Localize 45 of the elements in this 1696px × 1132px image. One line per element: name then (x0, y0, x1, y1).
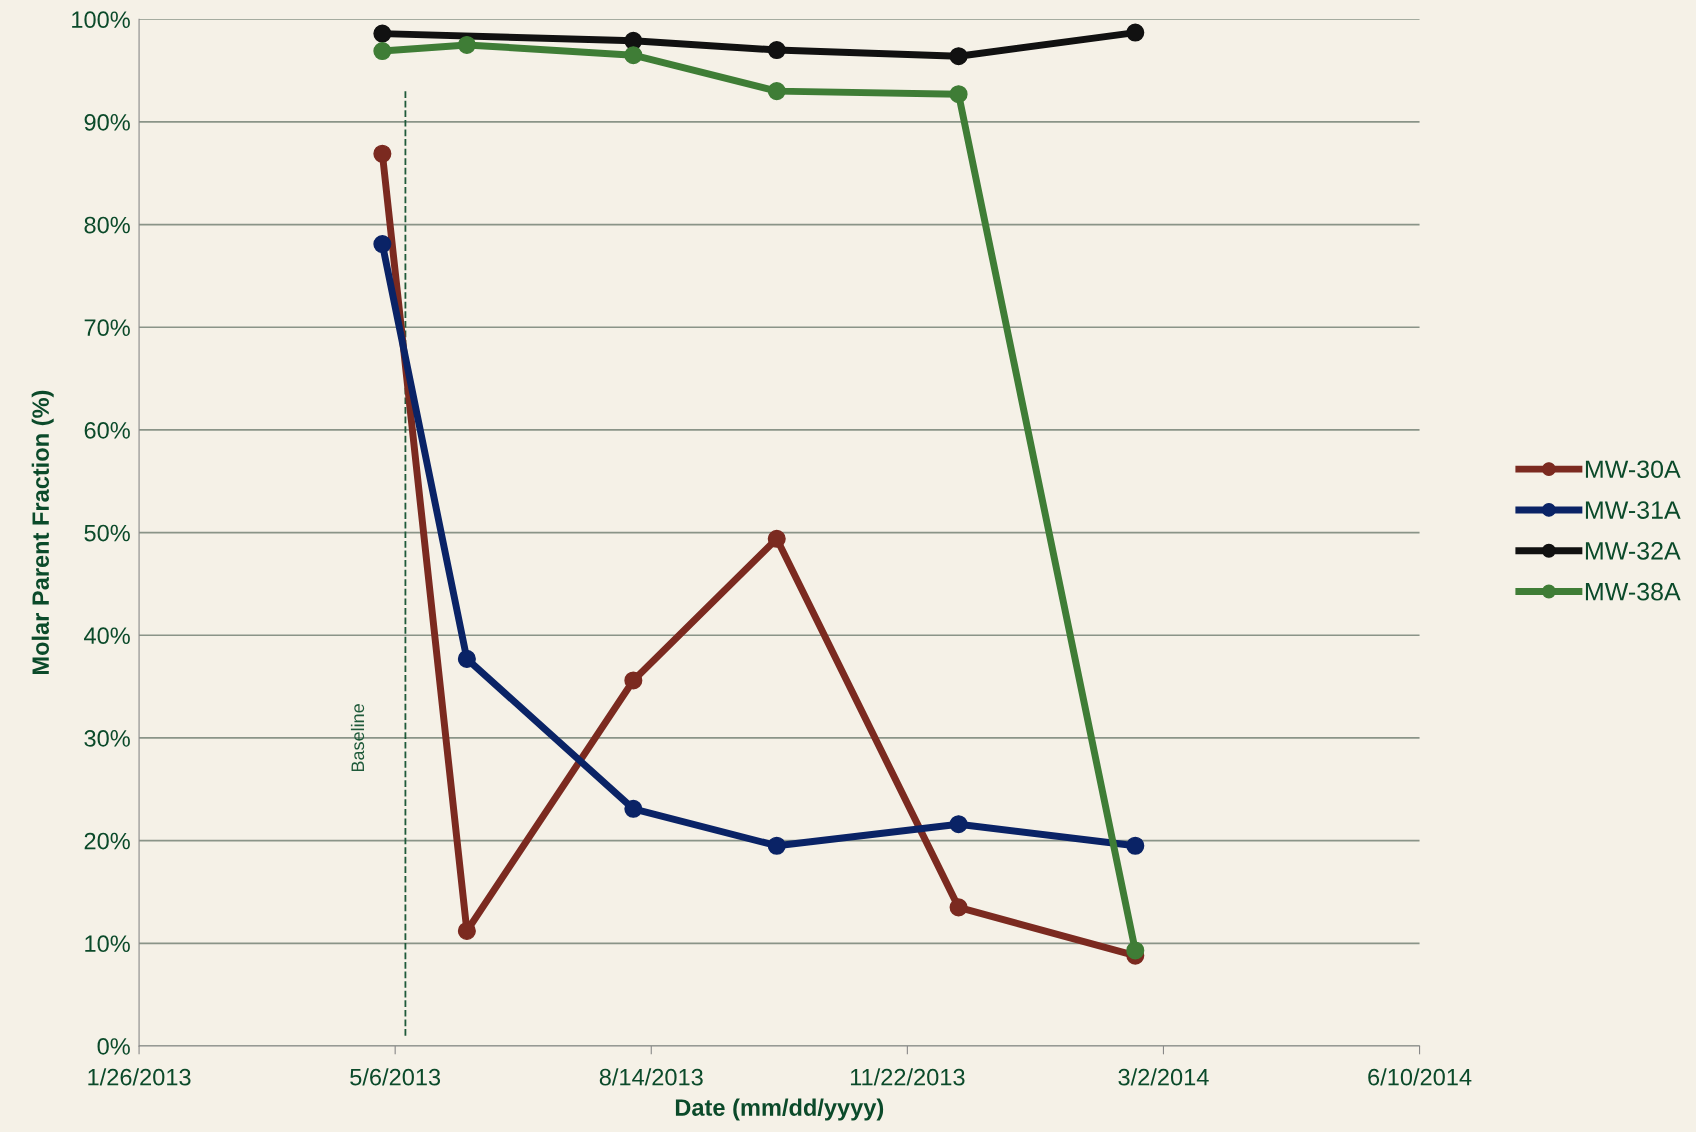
point (949, 85, 968, 104)
point (949, 815, 968, 834)
point (373, 24, 392, 43)
point (1126, 941, 1145, 960)
y-tick-label: 0% (97, 1038, 130, 1055)
y-tick-label: 70% (84, 319, 130, 337)
legend-label: MW-31A (1585, 501, 1681, 519)
point (767, 82, 786, 101)
point (624, 46, 643, 65)
y-tick-label: 20% (84, 832, 130, 850)
point (373, 144, 392, 163)
y-tick-label: 100% (72, 11, 130, 29)
x-tick-label: 11/22/2013 (850, 1068, 965, 1086)
x-tick-label: 6/10/2014 (1368, 1068, 1472, 1086)
x-tick-label: 8/14/2013 (599, 1068, 703, 1086)
legend-label: MW-32A (1585, 542, 1681, 560)
point (767, 836, 786, 855)
legend-label: MW-38A (1585, 582, 1681, 601)
point (624, 671, 643, 690)
x-tick-label: 5/6/2013 (350, 1068, 441, 1086)
x-tick-label: 1/26/2013 (88, 1068, 191, 1086)
point (457, 649, 476, 668)
legend-label: MW-30A (1585, 460, 1681, 479)
y-tick-label: 40% (84, 627, 130, 645)
point (767, 41, 786, 60)
y-tick-label: 60% (84, 422, 130, 439)
point (767, 529, 786, 548)
point (373, 235, 392, 254)
point (457, 921, 476, 941)
y-tick-label: 80% (84, 216, 130, 234)
point (457, 35, 476, 54)
y-tick-label: 10% (85, 935, 130, 953)
x-tick-label: 3/2/2014 (1118, 1068, 1209, 1086)
point (624, 799, 643, 818)
y-axis-title: Molar Parent Fraction (%) (31, 390, 54, 675)
y-tick-label: 90% (84, 113, 130, 131)
point (1126, 23, 1145, 42)
point (373, 42, 392, 61)
x-axis-title: Date (mm/dd/yyyy) (675, 1098, 884, 1121)
point (1126, 836, 1145, 855)
y-tick-label: 30% (84, 730, 130, 747)
point (949, 898, 968, 917)
ref-line-label: Baseline (350, 704, 365, 772)
point (949, 47, 968, 66)
y-tick-label: 50% (84, 524, 130, 542)
